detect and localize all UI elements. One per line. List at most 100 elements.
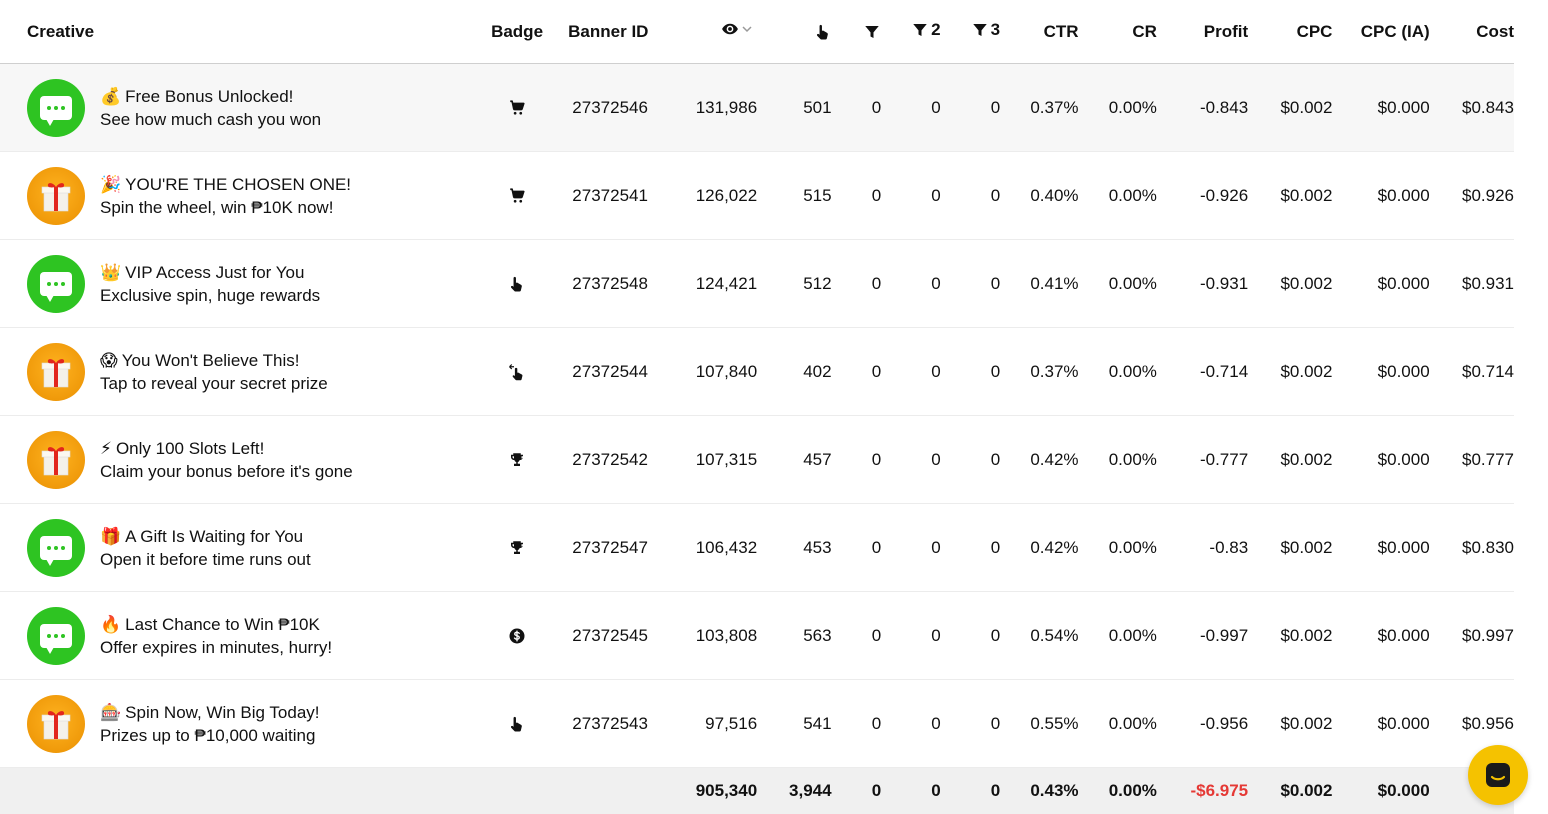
totals-funnel-3: 0 bbox=[990, 781, 1001, 800]
totals-profit: -$6.975 bbox=[1190, 781, 1249, 800]
creative-emoji: 😱 bbox=[100, 350, 118, 370]
creative-emoji: 👑 bbox=[100, 262, 122, 282]
table-row[interactable]: 💰 Free Bonus Unlocked! See how much cash y… bbox=[0, 64, 1514, 152]
cpc-cell: $0.002 bbox=[1280, 97, 1333, 117]
banner-id-cell: 27372541 bbox=[572, 185, 648, 205]
creative-title-line: ⚡ Only 100 Slots Left! bbox=[100, 437, 353, 460]
col-header-creative[interactable]: Creative bbox=[27, 21, 95, 41]
clicks-cell: 501 bbox=[803, 97, 832, 117]
totals-cpc-ia: $0.000 bbox=[1377, 781, 1430, 800]
clicks-cell: 515 bbox=[803, 185, 832, 205]
chat-widget-button[interactable] bbox=[1468, 745, 1528, 805]
funnel-3-cell: 0 bbox=[990, 713, 1001, 733]
profit-cell: -0.997 bbox=[1199, 625, 1249, 645]
totals-funnel-2: 0 bbox=[931, 781, 941, 800]
cost-cell: $0.714 bbox=[1461, 361, 1514, 381]
cost-cell: $0.997 bbox=[1461, 625, 1514, 645]
col-header-cpc[interactable]: CPC bbox=[1296, 21, 1333, 41]
creative-title: YOU'RE THE CHOSEN ONE! bbox=[125, 174, 352, 194]
cr-cell: 0.00% bbox=[1108, 713, 1157, 733]
cr-cell: 0.00% bbox=[1108, 361, 1157, 381]
table-row[interactable]: 🎰 Spin Now, Win Big Today! Prizes up to ₱1… bbox=[0, 680, 1514, 768]
funnel-3-cell: 0 bbox=[990, 449, 1001, 469]
banner-id-cell: 27372545 bbox=[572, 625, 648, 645]
cpc-ia-cell: $0.000 bbox=[1377, 185, 1430, 205]
col-header-banner-id[interactable]: Banner ID bbox=[568, 21, 649, 41]
banner-id-cell: 27372542 bbox=[572, 449, 648, 469]
badge-cell bbox=[480, 274, 553, 294]
creative-cell[interactable]: ⚡ Only 100 Slots Left! Claim your bonus be… bbox=[0, 430, 480, 489]
eye-icon bbox=[722, 23, 738, 35]
funnel-1-cell: 0 bbox=[871, 185, 882, 205]
views-cell: 107,315 bbox=[695, 449, 758, 469]
profit-cell: -0.956 bbox=[1199, 713, 1249, 733]
views-cell: 97,516 bbox=[705, 713, 758, 733]
creative-cell[interactable]: 😱 You Won't Believe This! Tap to reveal yo… bbox=[0, 342, 480, 401]
profit-cell: -0.777 bbox=[1199, 449, 1249, 469]
creative-title-line: 💰 Free Bonus Unlocked! bbox=[100, 85, 321, 108]
table-row[interactable]: 🎁 A Gift Is Waiting for You Open it before… bbox=[0, 504, 1514, 592]
creative-emoji: 🎁 bbox=[100, 526, 122, 546]
cost-cell: $0.926 bbox=[1461, 185, 1514, 205]
views-cell: 107,840 bbox=[695, 361, 758, 381]
creative-text: 💰 Free Bonus Unlocked! See how much cash y… bbox=[100, 85, 321, 131]
cr-cell: 0.00% bbox=[1108, 537, 1157, 557]
creative-title: Last Chance to Win ₱10K bbox=[125, 614, 320, 634]
table-row[interactable]: 🎉 YOU'RE THE CHOSEN ONE! Spin the wheel, w… bbox=[0, 152, 1514, 240]
col-header-funnel-2[interactable]: 2 bbox=[881, 20, 941, 44]
col-header-profit[interactable]: Profit bbox=[1203, 21, 1249, 41]
funnel-3-label: 3 bbox=[990, 19, 1001, 39]
table-row[interactable]: 😱 You Won't Believe This! Tap to reveal yo… bbox=[0, 328, 1514, 416]
col-header-views[interactable] bbox=[663, 20, 757, 43]
col-header-clicks[interactable] bbox=[757, 22, 831, 42]
creative-subtitle: Offer expires in minutes, hurry! bbox=[100, 637, 333, 657]
creative-cell[interactable]: 🎰 Spin Now, Win Big Today! Prizes up to ₱1… bbox=[0, 694, 480, 753]
funnel-2-cell: 0 bbox=[931, 625, 941, 645]
cost-cell: $0.956 bbox=[1461, 713, 1514, 733]
col-header-cr[interactable]: CR bbox=[1132, 21, 1157, 41]
totals-row: 905,340 3,944 0 0 0 0.43% 0.00% -$6.975 … bbox=[0, 768, 1514, 814]
gift-icon bbox=[27, 694, 85, 753]
dollar-icon bbox=[508, 626, 526, 645]
creative-cell[interactable]: 👑 VIP Access Just for You Exclusive spin, … bbox=[0, 254, 480, 313]
pointer-hand-icon bbox=[816, 24, 828, 40]
cpc-ia-cell: $0.000 bbox=[1377, 537, 1430, 557]
ctr-cell: 0.40% bbox=[1030, 185, 1079, 205]
creative-emoji: ⚡ bbox=[100, 438, 112, 458]
funnel-3-cell: 0 bbox=[990, 537, 1001, 557]
creative-cell[interactable]: 🎁 A Gift Is Waiting for You Open it before… bbox=[0, 518, 480, 577]
cart-icon bbox=[508, 186, 526, 205]
table-row[interactable]: 🔥 Last Chance to Win ₱10K Offer expires in… bbox=[0, 592, 1514, 680]
funnel-1-cell: 0 bbox=[871, 713, 882, 733]
cpc-ia-cell: $0.000 bbox=[1377, 97, 1430, 117]
col-header-ctr[interactable]: CTR bbox=[1043, 21, 1079, 41]
creative-subtitle: Tap to reveal your secret prize bbox=[100, 373, 328, 393]
creative-text: 👑 VIP Access Just for You Exclusive spin, … bbox=[100, 261, 320, 307]
views-cell: 131,986 bbox=[695, 97, 758, 117]
badge-cell bbox=[480, 362, 553, 382]
funnel-2-cell: 0 bbox=[931, 273, 941, 293]
table-row[interactable]: 👑 VIP Access Just for You Exclusive spin, … bbox=[0, 240, 1514, 328]
chat-icon bbox=[27, 254, 85, 313]
col-header-badge[interactable]: Badge bbox=[491, 21, 544, 41]
creative-title-line: 😱 You Won't Believe This! bbox=[100, 349, 328, 372]
profit-cell: -0.714 bbox=[1199, 361, 1249, 381]
col-header-cpc-ia[interactable]: CPC (IA) bbox=[1360, 21, 1430, 41]
col-header-funnel-1[interactable] bbox=[832, 22, 882, 42]
ctr-cell: 0.37% bbox=[1030, 361, 1079, 381]
creative-cell[interactable]: 🔥 Last Chance to Win ₱10K Offer expires in… bbox=[0, 606, 480, 665]
funnel-3-cell: 0 bbox=[990, 97, 1001, 117]
creative-emoji: 🔥 bbox=[100, 614, 122, 634]
chat-icon bbox=[27, 606, 85, 665]
table-row[interactable]: ⚡ Only 100 Slots Left! Claim your bonus be… bbox=[0, 416, 1514, 504]
totals-cpc: $0.002 bbox=[1280, 781, 1333, 800]
col-header-cost[interactable]: Cost bbox=[1476, 21, 1514, 41]
funnel-3-cell: 0 bbox=[990, 361, 1001, 381]
totals-clicks: 3,944 bbox=[789, 781, 832, 800]
col-header-funnel-3[interactable]: 3 bbox=[941, 19, 1001, 44]
ctr-cell: 0.42% bbox=[1030, 449, 1079, 469]
creative-cell[interactable]: 🎉 YOU'RE THE CHOSEN ONE! Spin the wheel, w… bbox=[0, 166, 480, 225]
views-cell: 124,421 bbox=[695, 273, 758, 293]
creative-cell[interactable]: 💰 Free Bonus Unlocked! See how much cash y… bbox=[0, 78, 480, 137]
ctr-cell: 0.42% bbox=[1030, 537, 1079, 557]
